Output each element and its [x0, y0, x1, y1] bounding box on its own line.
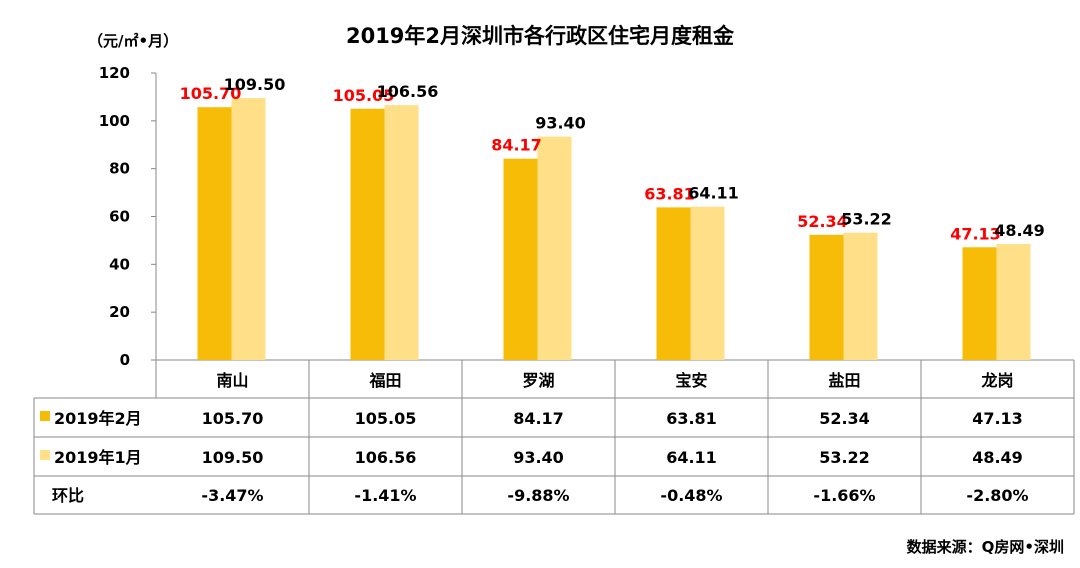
- data-label-2019-01: 106.56: [377, 82, 439, 101]
- table-cell: -0.48%: [660, 486, 722, 505]
- bar-2019-01: [690, 206, 725, 360]
- table-row-label: 环比: [52, 486, 84, 505]
- table-cell: 93.40: [513, 448, 564, 467]
- table-cell: 105.70: [202, 409, 264, 428]
- bar-2019-01: [384, 105, 419, 360]
- table-row-label: 2019年1月: [54, 448, 142, 467]
- data-label-2019-02: 47.13: [950, 224, 1001, 243]
- table-cell: -2.80%: [966, 486, 1028, 505]
- category-label: 宝安: [675, 371, 707, 390]
- bar-2019-02: [656, 207, 691, 360]
- bar-2019-02: [503, 158, 538, 360]
- bar-2019-02: [809, 234, 844, 360]
- table-cell: -9.88%: [507, 486, 569, 505]
- table-cell: 84.17: [513, 409, 564, 428]
- bar-2019-02: [197, 107, 232, 360]
- table-cell: 48.49: [972, 448, 1023, 467]
- category-label: 福田: [368, 371, 401, 390]
- data-source-note: 数据来源：Q房网•深圳: [906, 538, 1064, 556]
- chart-title: 2019年2月深圳市各行政区住宅月度租金: [345, 24, 735, 48]
- data-label-2019-02: 105.70: [180, 84, 242, 103]
- data-label-2019-02: 105.05: [333, 86, 395, 105]
- legend-swatch: [40, 450, 50, 460]
- table-cell: 109.50: [202, 448, 264, 467]
- data-label-2019-01: 64.11: [688, 184, 739, 203]
- bar-2019-01: [843, 232, 878, 360]
- data-label-2019-02: 63.81: [644, 184, 695, 203]
- table-cell: -3.47%: [201, 486, 263, 505]
- y-tick-label: 0: [120, 351, 130, 369]
- y-tick-label: 40: [109, 255, 130, 273]
- y-tick-label: 20: [109, 303, 130, 321]
- category-label: 龙岗: [980, 371, 1013, 390]
- bar-2019-02: [350, 108, 385, 360]
- y-tick-label: 60: [109, 208, 130, 226]
- data-label-2019-01: 93.40: [535, 114, 586, 133]
- table-cell: -1.41%: [354, 486, 416, 505]
- data-label-2019-01: 48.49: [994, 221, 1045, 240]
- table-cell: 47.13: [972, 409, 1023, 428]
- table-cell: 64.11: [666, 448, 717, 467]
- category-label: 南山: [216, 371, 248, 390]
- legend-swatch: [40, 411, 50, 421]
- bar-2019-02: [962, 247, 997, 360]
- table-cell: 63.81: [666, 409, 717, 428]
- y-tick-label: 80: [109, 160, 130, 178]
- table-row-label: 2019年2月: [54, 409, 142, 428]
- data-label-2019-01: 53.22: [841, 210, 892, 229]
- category-label: 盐田: [828, 371, 860, 390]
- y-axis-unit-label: （元/㎡•月）: [88, 32, 179, 50]
- table-cell: 105.05: [355, 409, 417, 428]
- bar-2019-01: [996, 244, 1031, 360]
- y-tick-label: 100: [99, 112, 130, 130]
- table-cell: 106.56: [355, 448, 417, 467]
- table-cell: 53.22: [819, 448, 870, 467]
- table-cell: -1.66%: [813, 486, 875, 505]
- table-cell: 52.34: [819, 409, 870, 428]
- y-tick-label: 120: [99, 64, 130, 82]
- bar-2019-01: [231, 98, 266, 361]
- data-label-2019-02: 52.34: [797, 212, 848, 231]
- data-label-2019-02: 84.17: [491, 136, 542, 155]
- category-label: 罗湖: [522, 371, 554, 390]
- bar-2019-01: [537, 136, 572, 360]
- data-label-2019-01: 109.50: [224, 75, 286, 94]
